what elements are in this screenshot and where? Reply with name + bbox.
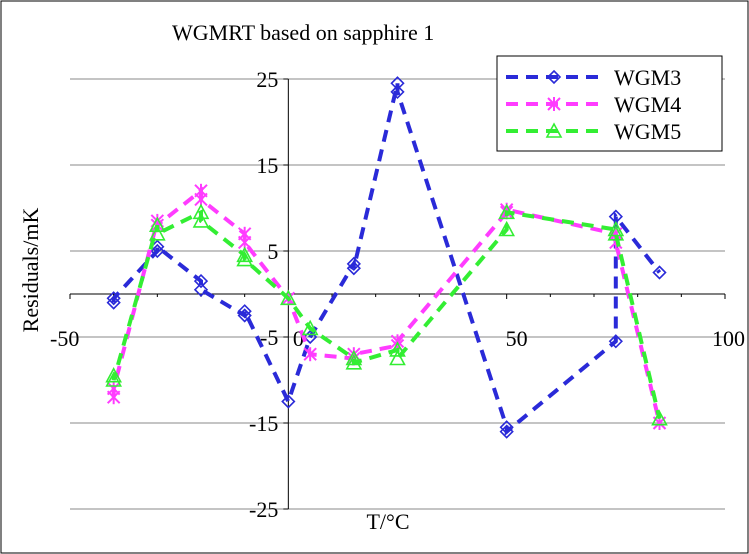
data-point-wgm3 — [608, 334, 623, 349]
x-tick-label: 0 — [293, 326, 304, 351]
data-point-wgm3 — [346, 261, 361, 276]
series-line-wgm3 — [111, 82, 662, 436]
data-point-wgm5 — [279, 289, 297, 306]
y-tick-label: -25 — [249, 497, 278, 522]
x-axis-label: T/°C — [366, 509, 409, 534]
data-point-wgm5 — [148, 225, 166, 241]
data-point-wgm3 — [281, 394, 296, 409]
data-point-wgm5 — [192, 212, 210, 228]
data-point-wgm3 — [106, 291, 121, 306]
series-layer — [105, 76, 668, 439]
data-point-wgm5 — [498, 203, 516, 220]
data-point-wgm5 — [105, 371, 123, 387]
legend-entry-wgm4: WGM4 — [506, 92, 681, 117]
data-point-wgm5 — [389, 341, 406, 357]
legend-label-wgm4: WGM4 — [614, 92, 681, 117]
data-point-wgm3 — [237, 304, 252, 319]
chart-title: WGMRT based on sapphire 1 — [172, 20, 434, 45]
x-tick-label: -50 — [50, 326, 79, 351]
data-point-wgm3 — [193, 282, 209, 297]
legend-label-wgm5: WGM5 — [614, 119, 681, 144]
data-point-wgm5 — [236, 250, 254, 267]
y-tick-label: -5 — [260, 325, 278, 350]
data-point-wgm5 — [498, 220, 516, 237]
data-point-wgm5 — [148, 216, 166, 232]
data-point-wgm5 — [651, 410, 668, 426]
x-tick-label: 50 — [506, 326, 528, 351]
legend-entry-wgm3: WGM3 — [506, 65, 681, 90]
data-point-wgm5 — [192, 203, 210, 220]
data-point-wgm3 — [652, 265, 667, 280]
data-point-wgm4 — [303, 347, 317, 362]
legend-label-wgm3: WGM3 — [614, 65, 681, 90]
data-point-wgm5 — [301, 319, 319, 336]
data-point-wgm3 — [390, 76, 405, 91]
data-point-wgm5 — [345, 349, 363, 366]
y-tick-label: -15 — [249, 411, 278, 436]
series-wgm5 — [105, 203, 668, 426]
y-tick-label: 5 — [267, 239, 278, 264]
x-tick-label: 100 — [712, 326, 745, 351]
data-point-wgm5 — [345, 354, 363, 370]
data-point-wgm5 — [389, 349, 406, 366]
axes-layer: 25 15 5 -5 -15 -25 -50 0 50 100 — [50, 67, 745, 522]
series-line-wgm5 — [111, 209, 662, 420]
legend-entry-wgm5: WGM5 — [506, 119, 681, 144]
data-point-wgm5 — [105, 367, 123, 383]
data-point-wgm5 — [607, 225, 625, 241]
data-point-wgm4 — [106, 381, 121, 396]
legend-marker-wgm3 — [546, 69, 562, 85]
y-tick-label: 25 — [256, 67, 278, 92]
legend-marker-wgm5 — [545, 122, 563, 138]
data-point-wgm3 — [390, 84, 405, 100]
y-axis-label: Residuals/mK — [18, 208, 43, 333]
y-tick-label: 15 — [256, 153, 278, 178]
data-point-wgm5 — [607, 220, 625, 237]
data-point-wgm5 — [236, 246, 254, 263]
data-point-wgm3 — [346, 256, 361, 272]
legend-marker-wgm4 — [547, 97, 561, 111]
data-point-wgm3 — [193, 273, 209, 289]
data-point-wgm3 — [499, 420, 514, 435]
data-point-wgm3 — [499, 424, 514, 439]
